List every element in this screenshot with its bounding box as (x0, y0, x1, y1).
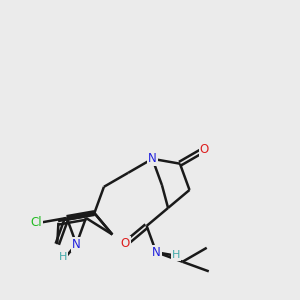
Text: H: H (172, 250, 180, 260)
Text: H: H (58, 252, 67, 262)
Text: Cl: Cl (31, 216, 42, 229)
Text: O: O (121, 237, 130, 250)
Text: N: N (72, 238, 81, 251)
Text: N: N (152, 246, 161, 259)
Text: O: O (200, 143, 209, 156)
Text: N: N (148, 152, 157, 165)
